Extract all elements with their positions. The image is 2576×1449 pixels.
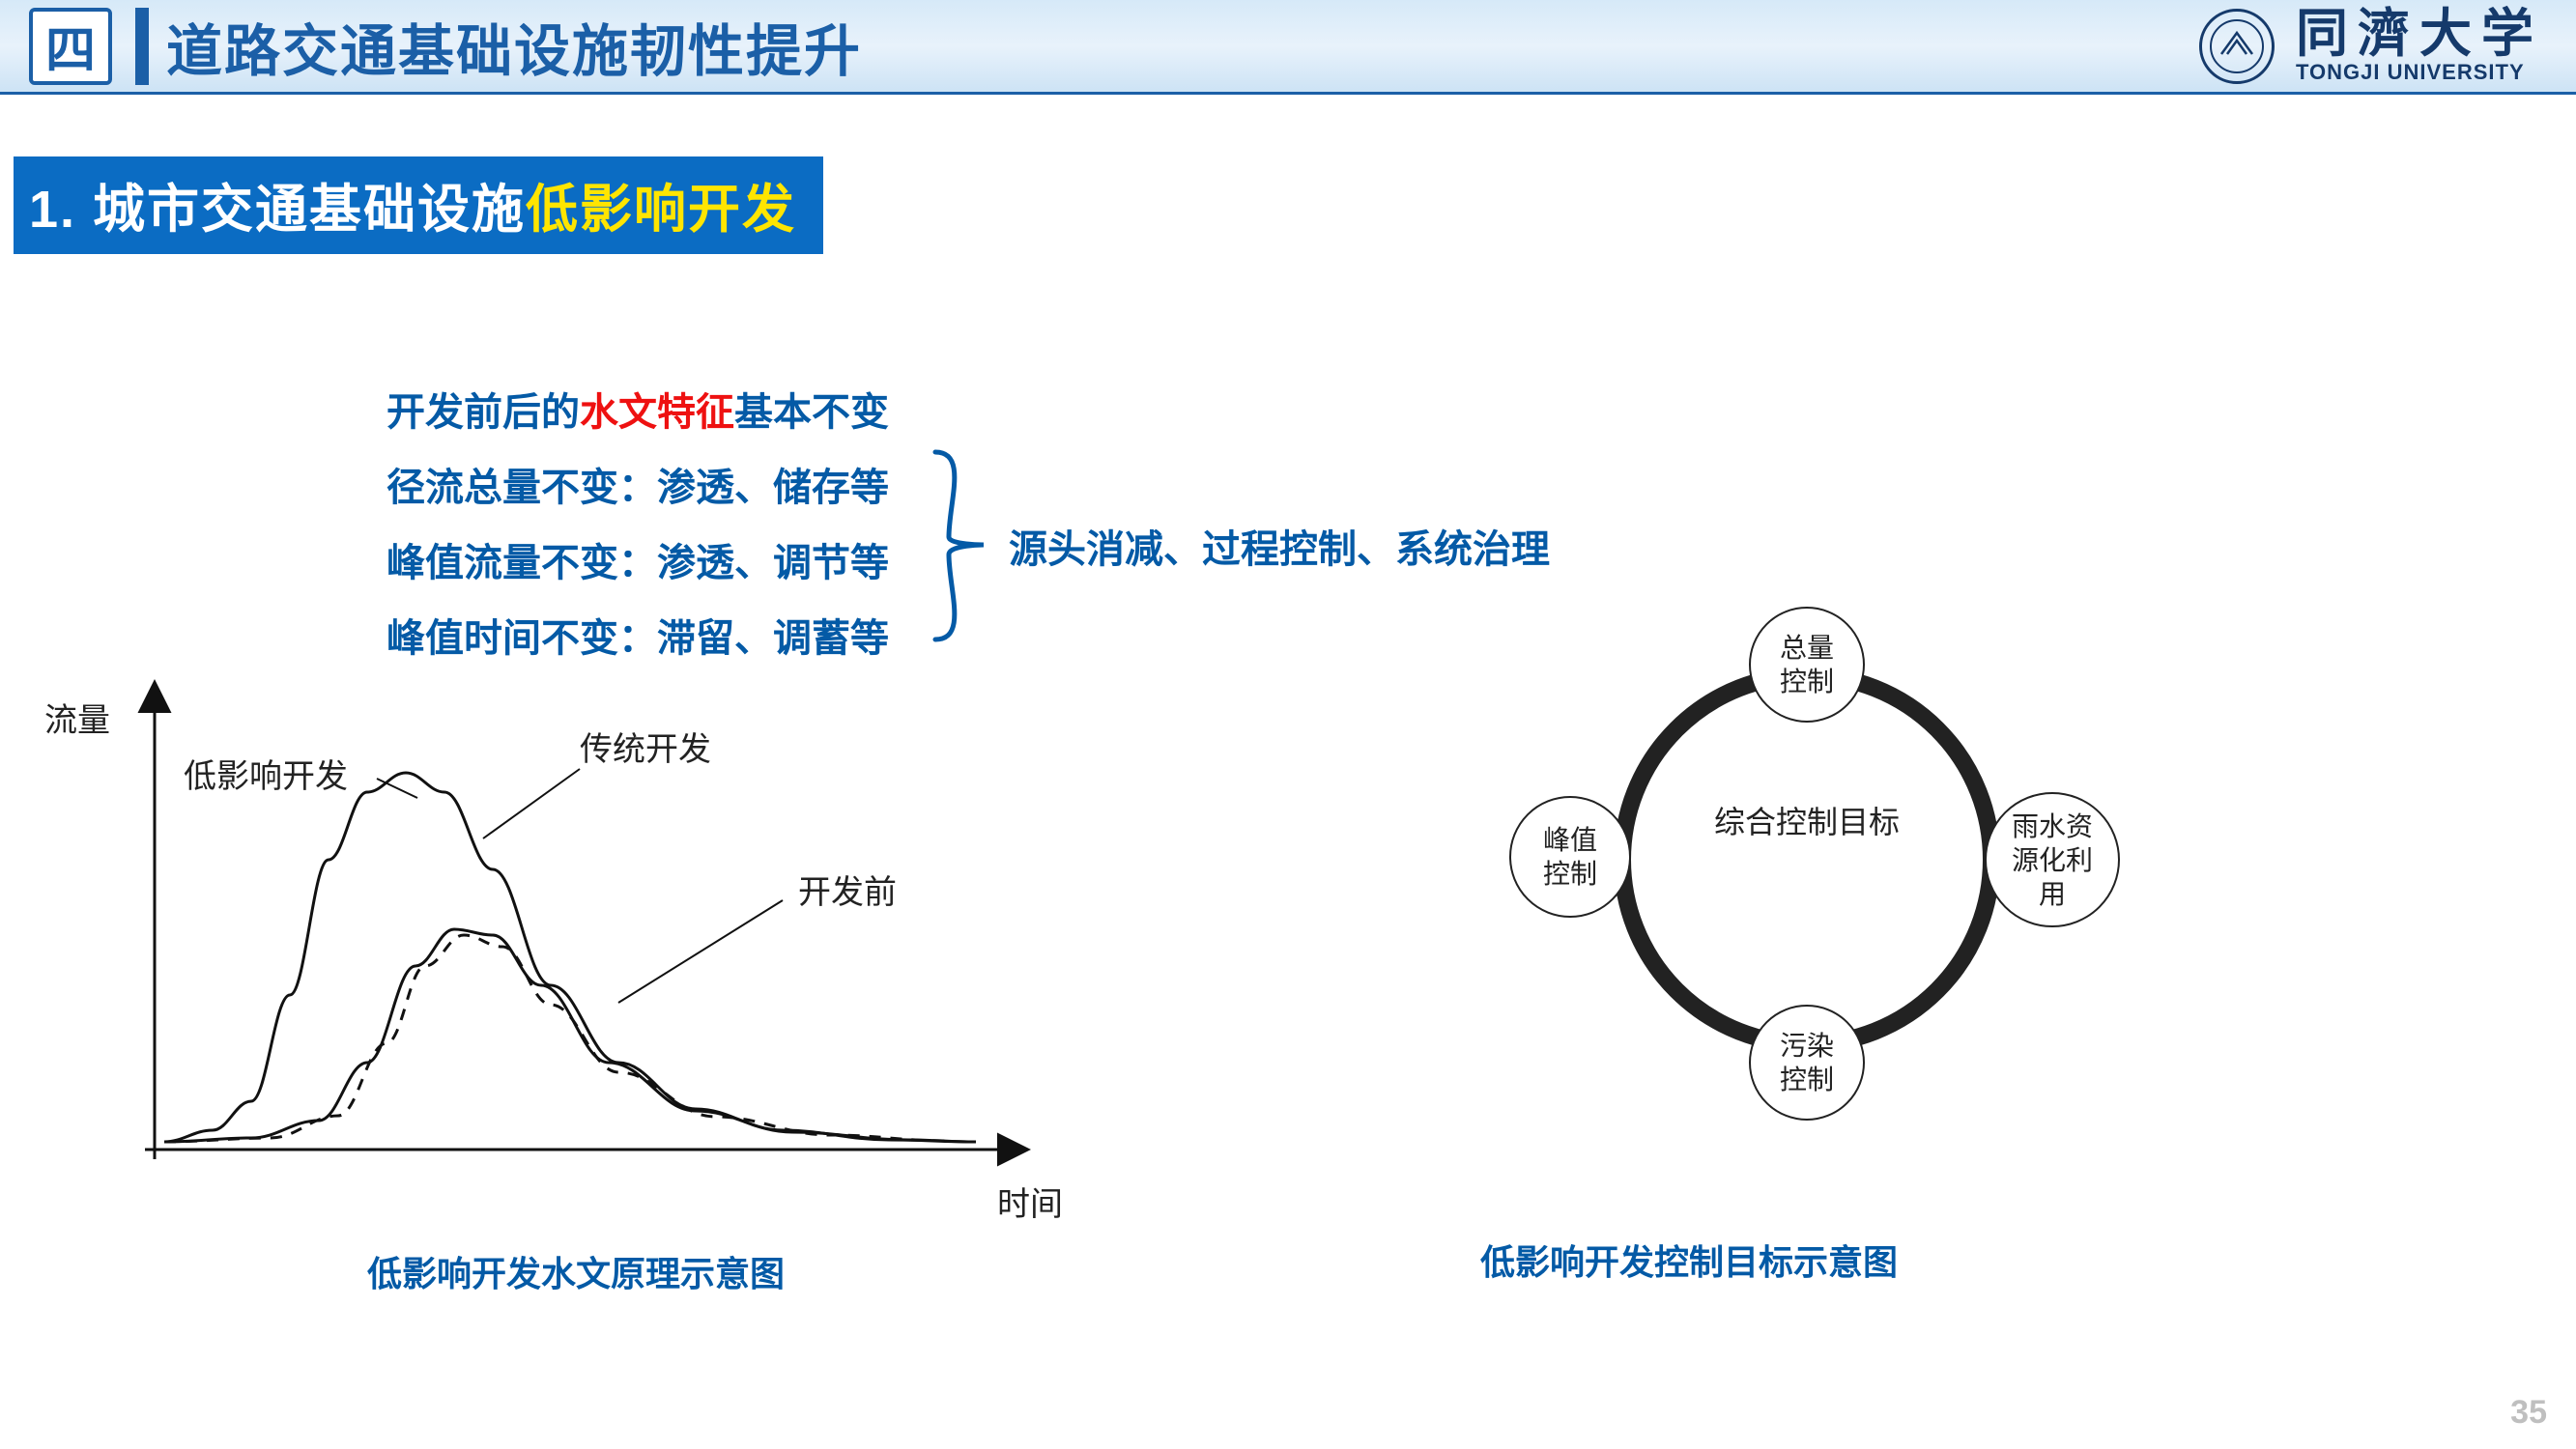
legend-traditional: 传统开发 <box>580 723 711 770</box>
legend-before: 开发前 <box>798 866 897 913</box>
y-axis-label: 流量 <box>44 694 110 741</box>
section-title-prefix: 1. 城市交通基础设施 <box>29 181 526 239</box>
hydrograph-chart: 流量 时间 低影响开发 传统开发 开发前 低影响开发水文原理示意图 <box>39 676 1063 1236</box>
ring-node-2: 污染 控制 <box>1749 1005 1865 1121</box>
section-title: 1. 城市交通基础设施低影响开发 <box>14 156 823 254</box>
ring-diagram: 综合控制目标 总量 控制雨水资 源化利 用污染 控制峰值 控制 <box>1449 618 2164 1198</box>
university-logo: 同濟大学 TONGJI UNIVERSITY <box>2199 8 2543 85</box>
ring-outline <box>1614 667 2000 1053</box>
x-axis-label: 时间 <box>997 1178 1063 1225</box>
bullet-text-block: 开发前后的水文特征基本不变 径流总量不变：渗透、储存等 峰值流量不变：渗透、调节… <box>386 375 889 676</box>
slide-header: 四 道路交通基础设施韧性提升 同濟大学 TONGJI UNIVERSITY <box>0 0 2576 95</box>
bullet-line-2: 径流总量不变：渗透、储存等 <box>386 450 889 526</box>
logo-text: 同濟大学 TONGJI UNIVERSITY <box>2296 8 2543 85</box>
section-title-highlight: 低影响开发 <box>526 181 796 239</box>
ring-center-label: 综合控制目标 <box>1710 802 1903 843</box>
header-title: 道路交通基础设施韧性提升 <box>166 6 862 87</box>
header-accent-bar <box>135 8 149 85</box>
ring-node-0: 总量 控制 <box>1749 607 1865 723</box>
legend-lid: 低影响开发 <box>184 750 348 797</box>
logo-english: TONGJI UNIVERSITY <box>2296 60 2525 85</box>
bullet-line-1: 开发前后的水文特征基本不变 <box>386 375 889 450</box>
page-number: 35 <box>2510 1394 2547 1432</box>
logo-chinese: 同濟大学 <box>2296 8 2543 60</box>
ring-caption: 低影响开发控制目标示意图 <box>1480 1235 1898 1285</box>
section-number-badge: 四 <box>29 8 112 85</box>
ring-node-3: 峰值 控制 <box>1509 796 1631 918</box>
logo-seal-icon <box>2199 9 2275 84</box>
hydrograph-caption: 低影响开发水文原理示意图 <box>367 1246 785 1296</box>
curly-brace-icon <box>926 444 993 647</box>
ring-node-1: 雨水资 源化利 用 <box>1985 792 2120 927</box>
brace-right-label: 源头消减、过程控制、系统治理 <box>1009 518 1550 574</box>
bullet-line-3: 峰值流量不变：渗透、调节等 <box>386 526 889 601</box>
bullet-line-4: 峰值时间不变：滞留、调蓄等 <box>386 601 889 676</box>
